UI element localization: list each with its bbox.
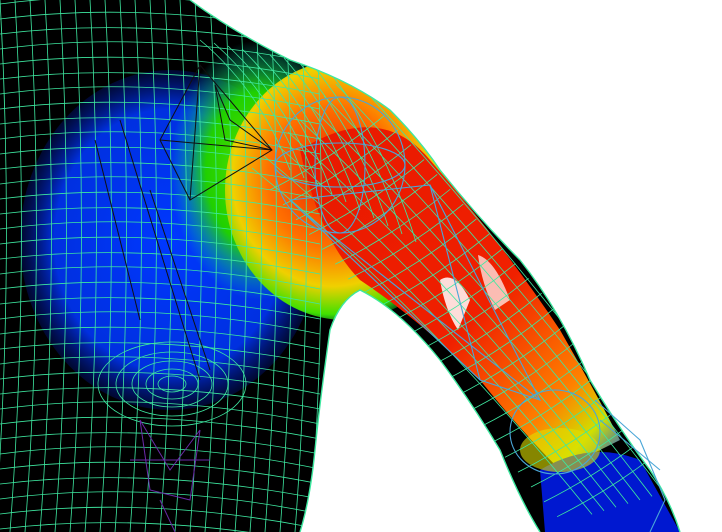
bone-envelopes [274, 96, 666, 532]
torso-bones [130, 419, 210, 532]
forearm-weight-region [540, 452, 680, 532]
chest-vertex-spiral [97, 341, 247, 427]
elbow-joint-sphere [509, 389, 601, 475]
armature-skeleton [94, 64, 273, 381]
